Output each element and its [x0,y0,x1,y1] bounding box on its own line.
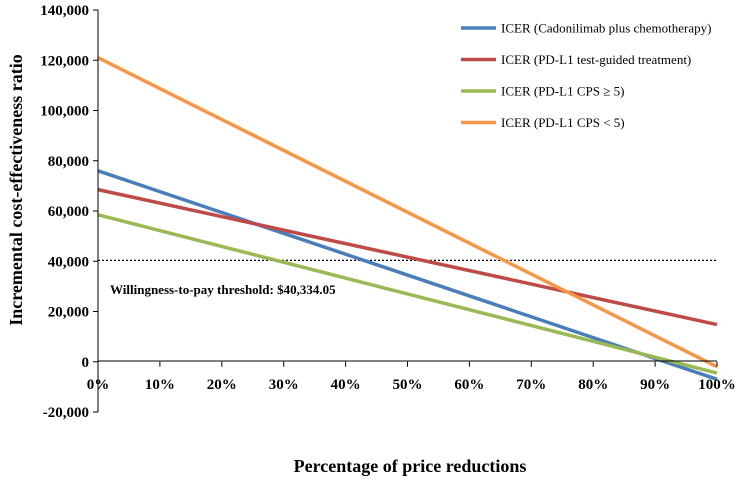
series-line [97,187,718,327]
x-tick-label: 40% [331,377,361,393]
x-tick-label: 60% [454,377,484,393]
x-tick-label: 20% [207,377,237,393]
x-tick-label: 0% [87,377,110,393]
x-tick-label: 90% [640,377,670,393]
series-line [97,213,718,375]
series-line [97,169,718,381]
legend-label: ICER (PD-L1 CPS < 5) [501,115,625,130]
x-tick-label: 80% [578,377,608,393]
y-tick-label: 100,000 [40,104,89,120]
threshold-label: Willingness-to-pay threshold: $40,334.05 [110,282,336,297]
y-axis-title: Incremental cost-effectiveness ratio [6,54,26,326]
y-tick-label: 0 [82,355,90,371]
y-tick-label: 40,000 [48,254,89,270]
y-tick-label: -20,000 [43,405,89,421]
legend-label: ICER (PD-L1 CPS ≥ 5) [501,84,624,99]
y-tick-label: 140,000 [40,3,89,19]
series-line [97,56,718,369]
x-tick-label: 70% [516,377,546,393]
y-tick-label: 60,000 [48,204,89,220]
x-tick-label: 100% [698,377,736,393]
legend-label: ICER (Cadonilimab plus chemotherapy) [501,21,711,36]
x-tick-label: 30% [269,377,299,393]
legend-label: ICER (PD-L1 test-guided treatment) [501,52,691,67]
x-tick-label: 50% [393,377,423,393]
x-tick-label: 10% [145,377,175,393]
x-axis-title: Percentage of price reductions [294,456,527,476]
y-tick-label: 80,000 [48,154,89,170]
y-tick-label: 120,000 [40,53,89,69]
legend: ICER (Cadonilimab plus chemotherapy) ICER… [461,21,711,130]
y-tick-label: 20,000 [48,305,89,321]
